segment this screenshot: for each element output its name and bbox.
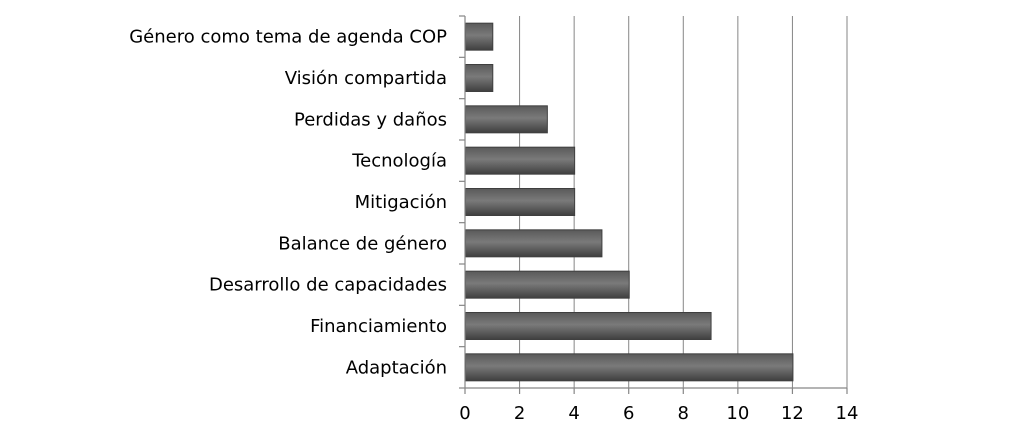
x-tick-label-8: 8 <box>678 403 689 424</box>
bar-9 <box>465 353 794 382</box>
x-tick-label-10: 10 <box>726 403 749 424</box>
category-labels: Género como tema de agenda COP Visión com… <box>129 27 447 379</box>
category-label-3: Perdidas y daños <box>294 109 447 130</box>
bar-8 <box>465 312 712 340</box>
gridlines <box>519 16 848 388</box>
x-tick-label-4: 4 <box>568 403 579 424</box>
x-tick-label-0: 0 <box>459 403 470 424</box>
x-tick-label-6: 6 <box>623 403 634 424</box>
bar-2 <box>465 64 494 92</box>
tick-labels: 0 2 4 6 8 10 12 14 <box>459 403 858 424</box>
bar-4 <box>465 146 576 175</box>
category-label-4: Tecnología <box>351 151 447 172</box>
bar-5 <box>465 188 576 216</box>
bar-7 <box>465 270 630 299</box>
bar-1 <box>465 22 494 51</box>
category-label-5: Mitigación <box>355 192 447 213</box>
bars <box>465 22 794 382</box>
category-label-8: Financiamiento <box>310 316 447 337</box>
category-label-6: Balance de género <box>278 233 447 254</box>
bar-6 <box>465 229 603 258</box>
x-tick-label-14: 14 <box>836 403 859 424</box>
axes <box>459 15 848 394</box>
category-label-1: Género como tema de agenda COP <box>129 27 447 48</box>
category-label-2: Visión compartida <box>285 68 447 89</box>
x-tick-label-12: 12 <box>781 403 804 424</box>
x-tick-label-2: 2 <box>514 403 525 424</box>
category-label-7: Desarrollo de capacidades <box>209 275 447 296</box>
category-label-9: Adaptación <box>346 357 447 378</box>
bar-3 <box>465 105 548 134</box>
